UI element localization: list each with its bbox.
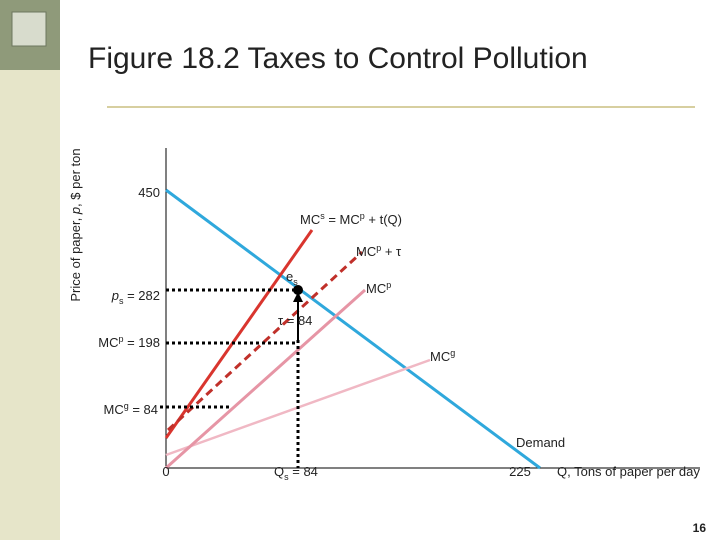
mcs-line: [164, 229, 314, 439]
text-part: s: [119, 296, 124, 306]
text-part: p: [111, 288, 119, 303]
text-part: p: [118, 334, 123, 344]
mcp-tau-line: [166, 250, 364, 432]
cube-icon: [11, 11, 47, 47]
text-part: MC: [430, 349, 450, 364]
text-part: = 84: [289, 464, 318, 479]
mcp-line: [164, 288, 367, 470]
mcg84-label: MCg = 84: [103, 401, 158, 417]
text-part: MC: [356, 244, 376, 259]
mcp-label: MCp: [366, 280, 391, 296]
text-part: p: [360, 211, 365, 221]
mcg-label: MCg: [430, 348, 455, 364]
zero-label: 0: [162, 464, 169, 479]
equilibrium-point: [293, 285, 303, 295]
text-part: s: [293, 277, 298, 287]
tau-arrowhead: [293, 292, 303, 302]
demand-label: Demand: [516, 435, 565, 450]
q225-label: 225: [509, 464, 531, 479]
text-part: = 84: [129, 402, 158, 417]
text-part: MC: [300, 212, 320, 227]
text-part: e: [286, 269, 293, 284]
text-part: MC: [98, 335, 118, 350]
text-part: + t(Q): [365, 212, 402, 227]
text-part: p: [376, 243, 381, 253]
ps-label: ps = 282: [111, 288, 160, 306]
mcp-tau-label: MCp + τ: [356, 243, 402, 259]
text-part: MC: [366, 281, 386, 296]
text-part: s: [320, 211, 325, 221]
x-axis-label: Q, Tons of paper per day: [557, 464, 700, 479]
es-label: es: [286, 269, 298, 287]
text-part: Q: [274, 464, 284, 479]
mcp198-label: MCp = 198: [98, 334, 160, 350]
text-part: = MC: [325, 212, 360, 227]
text-part: + τ: [381, 244, 402, 259]
title: Figure 18.2 Taxes to Control Pollution: [88, 42, 588, 75]
text-part: = 282: [123, 288, 160, 303]
page-number: 16: [693, 521, 707, 535]
p450-label: 450: [138, 185, 160, 200]
mcs-label: MCs = MCp + t(Q): [300, 211, 402, 227]
text-part: g: [450, 348, 455, 358]
text-part: p: [68, 207, 83, 215]
text-part: g: [124, 401, 129, 411]
text-part: p: [386, 280, 391, 290]
qs-label: Qs = 84: [274, 464, 318, 482]
side-strip: [0, 0, 60, 540]
text-part: MC: [103, 402, 123, 417]
tau-label: τ = 84: [278, 313, 312, 328]
text-part: , $ per ton: [68, 148, 83, 207]
text-part: s: [284, 472, 289, 482]
y-axis-label: Price of paper, p, $ per ton: [68, 148, 83, 301]
demand-line: [165, 188, 541, 470]
text-part: = 198: [123, 335, 160, 350]
text-part: Price of paper,: [68, 214, 83, 301]
